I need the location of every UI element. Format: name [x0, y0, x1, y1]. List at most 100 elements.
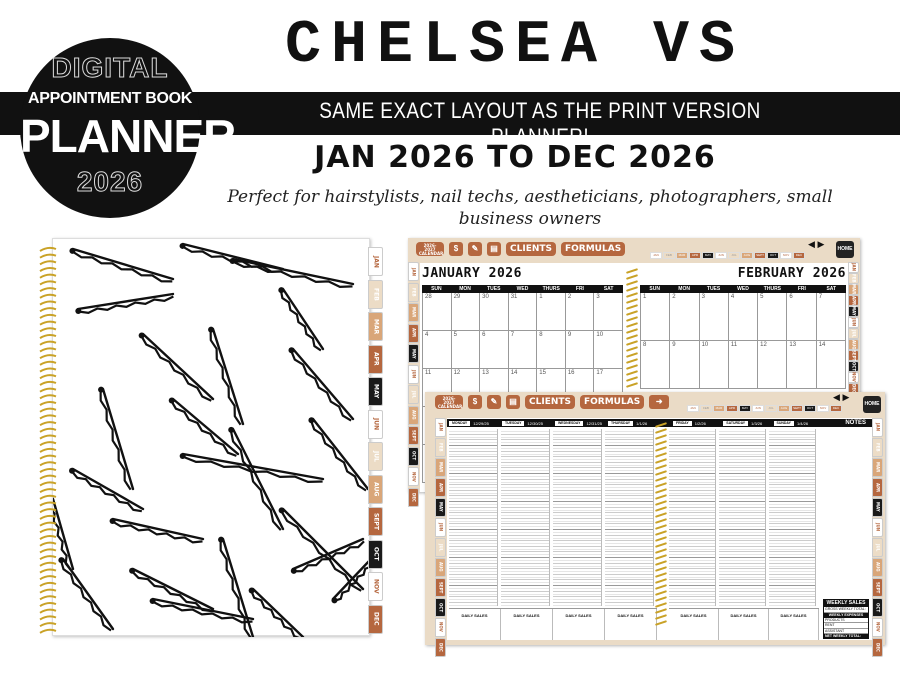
- daily-sales-box[interactable]: DAILY SALES: [449, 609, 501, 640]
- formulas-button[interactable]: FORMULAS: [580, 395, 645, 409]
- daily-sales-box[interactable]: DAILY SALES: [719, 609, 769, 640]
- month-tab-apr[interactable]: APR: [435, 478, 446, 497]
- mini-tab-dec[interactable]: DEC: [793, 252, 805, 259]
- month-tab-feb[interactable]: FEB: [848, 273, 859, 284]
- month-tab-mar[interactable]: MAR: [435, 458, 446, 477]
- net-weekly-total[interactable]: NET WEEKLY TOTAL:: [824, 634, 868, 639]
- day-cell[interactable]: 28: [423, 293, 452, 331]
- day-column[interactable]: [501, 429, 550, 606]
- month-tab-jun[interactable]: JUN: [872, 518, 883, 537]
- month-tab-dec[interactable]: DEC: [368, 604, 383, 634]
- day-cell[interactable]: 4: [728, 293, 759, 341]
- month-tab-may[interactable]: MAY: [872, 498, 883, 517]
- month-tab-jul[interactable]: JUL: [368, 442, 383, 471]
- day-cell[interactable]: 30: [480, 293, 509, 331]
- day-cell[interactable]: 14: [816, 341, 846, 389]
- month-tab-jun[interactable]: JUN: [368, 409, 383, 439]
- month-tab-jun[interactable]: JUN: [848, 317, 859, 328]
- day-cell[interactable]: 3: [699, 293, 729, 341]
- note-icon[interactable]: ▤: [506, 395, 520, 409]
- arrow-left-icon[interactable]: ◀: [808, 239, 815, 249]
- month-tab-oct[interactable]: OCT: [848, 361, 859, 372]
- expense-rent[interactable]: RENT: [824, 623, 868, 629]
- month-tab-apr[interactable]: APR: [848, 295, 859, 306]
- day-column[interactable]: [769, 429, 816, 606]
- mini-tab-jan[interactable]: JAN: [687, 405, 699, 412]
- day-cell[interactable]: 11: [728, 341, 759, 389]
- day-cell[interactable]: 8: [537, 331, 566, 369]
- mini-tab-oct[interactable]: OCT: [804, 405, 816, 412]
- day-cell[interactable]: 10: [594, 331, 623, 369]
- day-column[interactable]: [669, 429, 716, 606]
- month-tab-mar[interactable]: MAR: [368, 312, 383, 341]
- mini-tab-may[interactable]: MAY: [702, 252, 714, 259]
- month-tab-oct[interactable]: OCT: [368, 539, 383, 569]
- day-cell[interactable]: 3: [594, 293, 623, 331]
- month-tab-jul[interactable]: JUL: [435, 538, 446, 557]
- month-tab-sept[interactable]: SEPT: [368, 507, 383, 536]
- month-tab-oct[interactable]: OCT: [408, 446, 419, 466]
- month-tab-feb[interactable]: FEB: [408, 282, 419, 302]
- month-tab-aug[interactable]: AUG: [435, 558, 446, 577]
- day-column[interactable]: [719, 429, 766, 606]
- day-cell[interactable]: 29: [451, 293, 481, 331]
- day-cell[interactable]: 7: [508, 331, 538, 369]
- month-tab-nov[interactable]: NOV: [872, 618, 883, 637]
- month-tab-apr[interactable]: APR: [368, 344, 383, 374]
- home-button[interactable]: HOME: [836, 241, 854, 258]
- month-tab-aug[interactable]: AUG: [408, 405, 419, 425]
- month-tab-may[interactable]: MAY: [408, 344, 419, 363]
- mini-tab-oct[interactable]: OCT: [767, 252, 779, 259]
- month-tab-nov[interactable]: NOV: [435, 618, 446, 637]
- daily-sales-box[interactable]: DAILY SALES: [669, 609, 719, 640]
- month-tab-sept[interactable]: SEPT: [435, 578, 446, 597]
- month-tab-dec[interactable]: DEC: [408, 487, 419, 507]
- mini-tab-mar[interactable]: MAR: [676, 252, 688, 259]
- mini-tab-jun[interactable]: JUN: [752, 405, 764, 412]
- month-tab-jan[interactable]: JAN: [368, 247, 383, 276]
- day-cell[interactable]: 8: [641, 341, 671, 389]
- arrow-right-icon[interactable]: ▶: [817, 239, 825, 249]
- mini-tab-jun[interactable]: JUN: [715, 252, 727, 259]
- month-tab-aug[interactable]: AUG: [872, 558, 883, 577]
- month-tab-dec[interactable]: DEC: [435, 638, 446, 657]
- mini-tab-jul[interactable]: JUL: [765, 405, 777, 412]
- gross-weekly-total[interactable]: GROSS WEEKLY TOTAL:: [824, 607, 868, 613]
- day-cell[interactable]: 12: [758, 341, 788, 389]
- mini-tab-feb[interactable]: FEB: [700, 405, 712, 412]
- month-tab-nov[interactable]: NOV: [368, 572, 383, 601]
- clients-button[interactable]: CLIENTS: [525, 395, 575, 409]
- day-cell[interactable]: 1: [641, 293, 671, 341]
- formulas-button[interactable]: FORMULAS: [561, 242, 626, 256]
- daily-sales-box[interactable]: DAILY SALES: [769, 609, 819, 640]
- daily-sales-box[interactable]: DAILY SALES: [553, 609, 605, 640]
- month-tab-jan[interactable]: JAN: [408, 262, 419, 281]
- note-icon[interactable]: ▤: [487, 242, 501, 256]
- month-tab-may[interactable]: MAY: [848, 306, 859, 317]
- expense-products[interactable]: PRODUCTS: [824, 618, 868, 623]
- month-tab-jan[interactable]: JAN: [872, 418, 883, 437]
- day-cell[interactable]: 31: [508, 293, 538, 331]
- month-tab-jan[interactable]: JAN: [435, 418, 446, 437]
- notes-icon[interactable]: ✎: [487, 395, 501, 409]
- month-tab-nov[interactable]: NOV: [848, 372, 859, 383]
- day-cell[interactable]: 5: [758, 293, 788, 341]
- month-tab-mar[interactable]: MAR: [408, 303, 419, 322]
- month-tab-apr[interactable]: APR: [408, 323, 419, 343]
- month-tab-nov[interactable]: NOV: [408, 467, 419, 486]
- mini-tab-mar[interactable]: MAR: [713, 405, 725, 412]
- month-tab-may[interactable]: MAY: [368, 377, 383, 406]
- month-tab-jun[interactable]: JUN: [435, 518, 446, 537]
- month-tab-sept[interactable]: SEPT: [848, 350, 859, 361]
- month-tab-sept[interactable]: SEPT: [872, 578, 883, 597]
- month-tab-feb[interactable]: FEB: [368, 279, 383, 309]
- mini-tab-apr[interactable]: APR: [726, 405, 738, 412]
- calendar-button[interactable]: 2026-2027 CALENDAR: [435, 395, 463, 409]
- day-column[interactable]: [553, 429, 602, 606]
- day-column[interactable]: [605, 429, 654, 606]
- month-tab-aug[interactable]: AUG: [848, 339, 859, 350]
- calendar-button[interactable]: 2026-2027 CALENDAR: [416, 242, 444, 256]
- month-tab-may[interactable]: MAY: [435, 498, 446, 517]
- day-cell[interactable]: 6: [787, 293, 817, 341]
- day-cell[interactable]: 9: [670, 341, 700, 389]
